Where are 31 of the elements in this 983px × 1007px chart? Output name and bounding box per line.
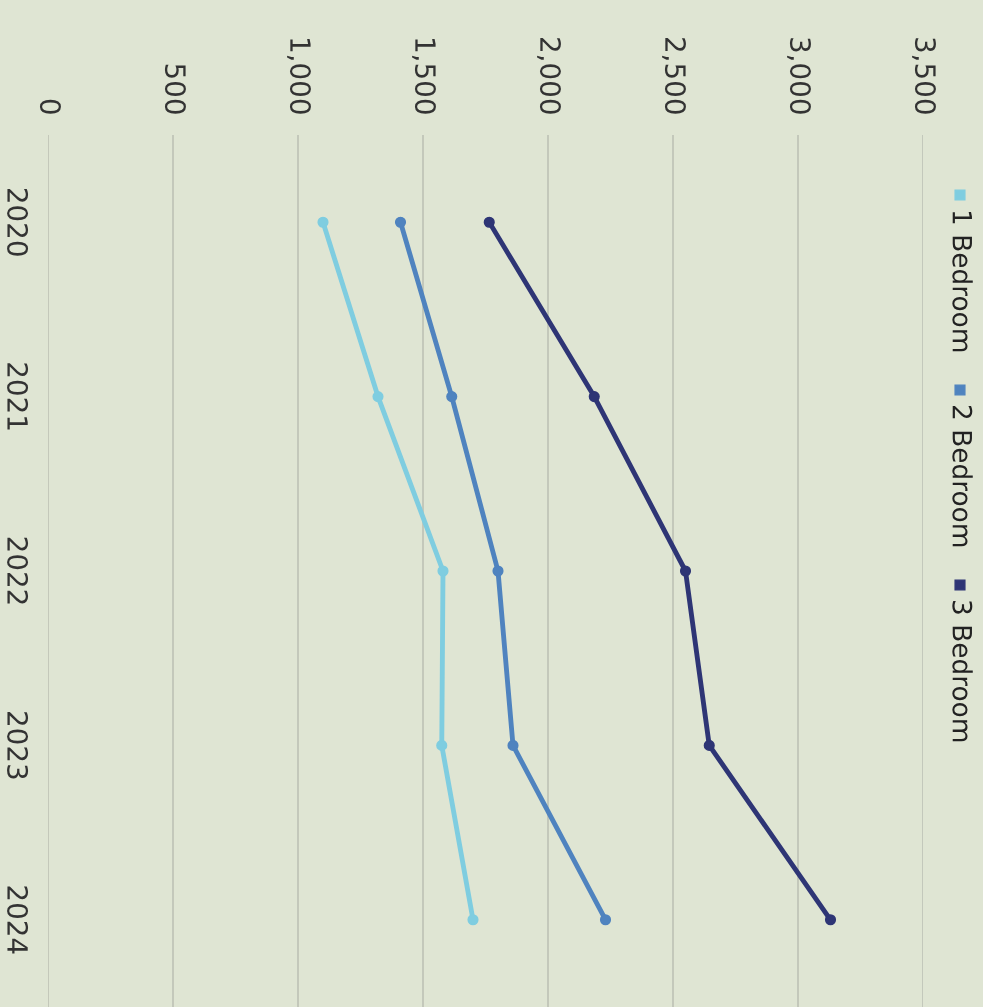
x-tick-label: 0 [39, 99, 61, 114]
x-tick-label: 2,000 [537, 38, 561, 114]
point [588, 391, 600, 403]
y-tick-label: 2022 [7, 537, 29, 604]
y-tick-label: 2020 [7, 188, 29, 256]
x-tick-label: 1,500 [412, 39, 436, 114]
x-tick-label: 500 [164, 64, 186, 114]
y-tick-label: 2023 [7, 712, 29, 779]
legend-label: 1 Bedroom [952, 211, 973, 352]
point [599, 914, 612, 926]
legend-label: 3 Bedroom [952, 601, 973, 742]
x-tick-label: 2,500 [662, 38, 686, 114]
point [679, 565, 692, 577]
point [317, 216, 329, 228]
point [492, 565, 504, 577]
x-tick-label: 3,500 [912, 38, 936, 114]
point [372, 391, 384, 403]
point [483, 216, 495, 228]
point [446, 391, 458, 403]
y-tick-label: 2024 [7, 886, 29, 954]
point [394, 216, 407, 228]
point [467, 914, 479, 926]
point [507, 739, 519, 751]
x-tick-label: 1,000 [287, 39, 311, 114]
point [436, 739, 448, 751]
legend-label: 2 Bedroom [952, 405, 973, 547]
point [824, 914, 837, 926]
point [703, 739, 715, 751]
x-tick-label: 3,000 [787, 38, 811, 114]
y-tick-label: 2021 [7, 363, 29, 430]
point [437, 565, 449, 577]
